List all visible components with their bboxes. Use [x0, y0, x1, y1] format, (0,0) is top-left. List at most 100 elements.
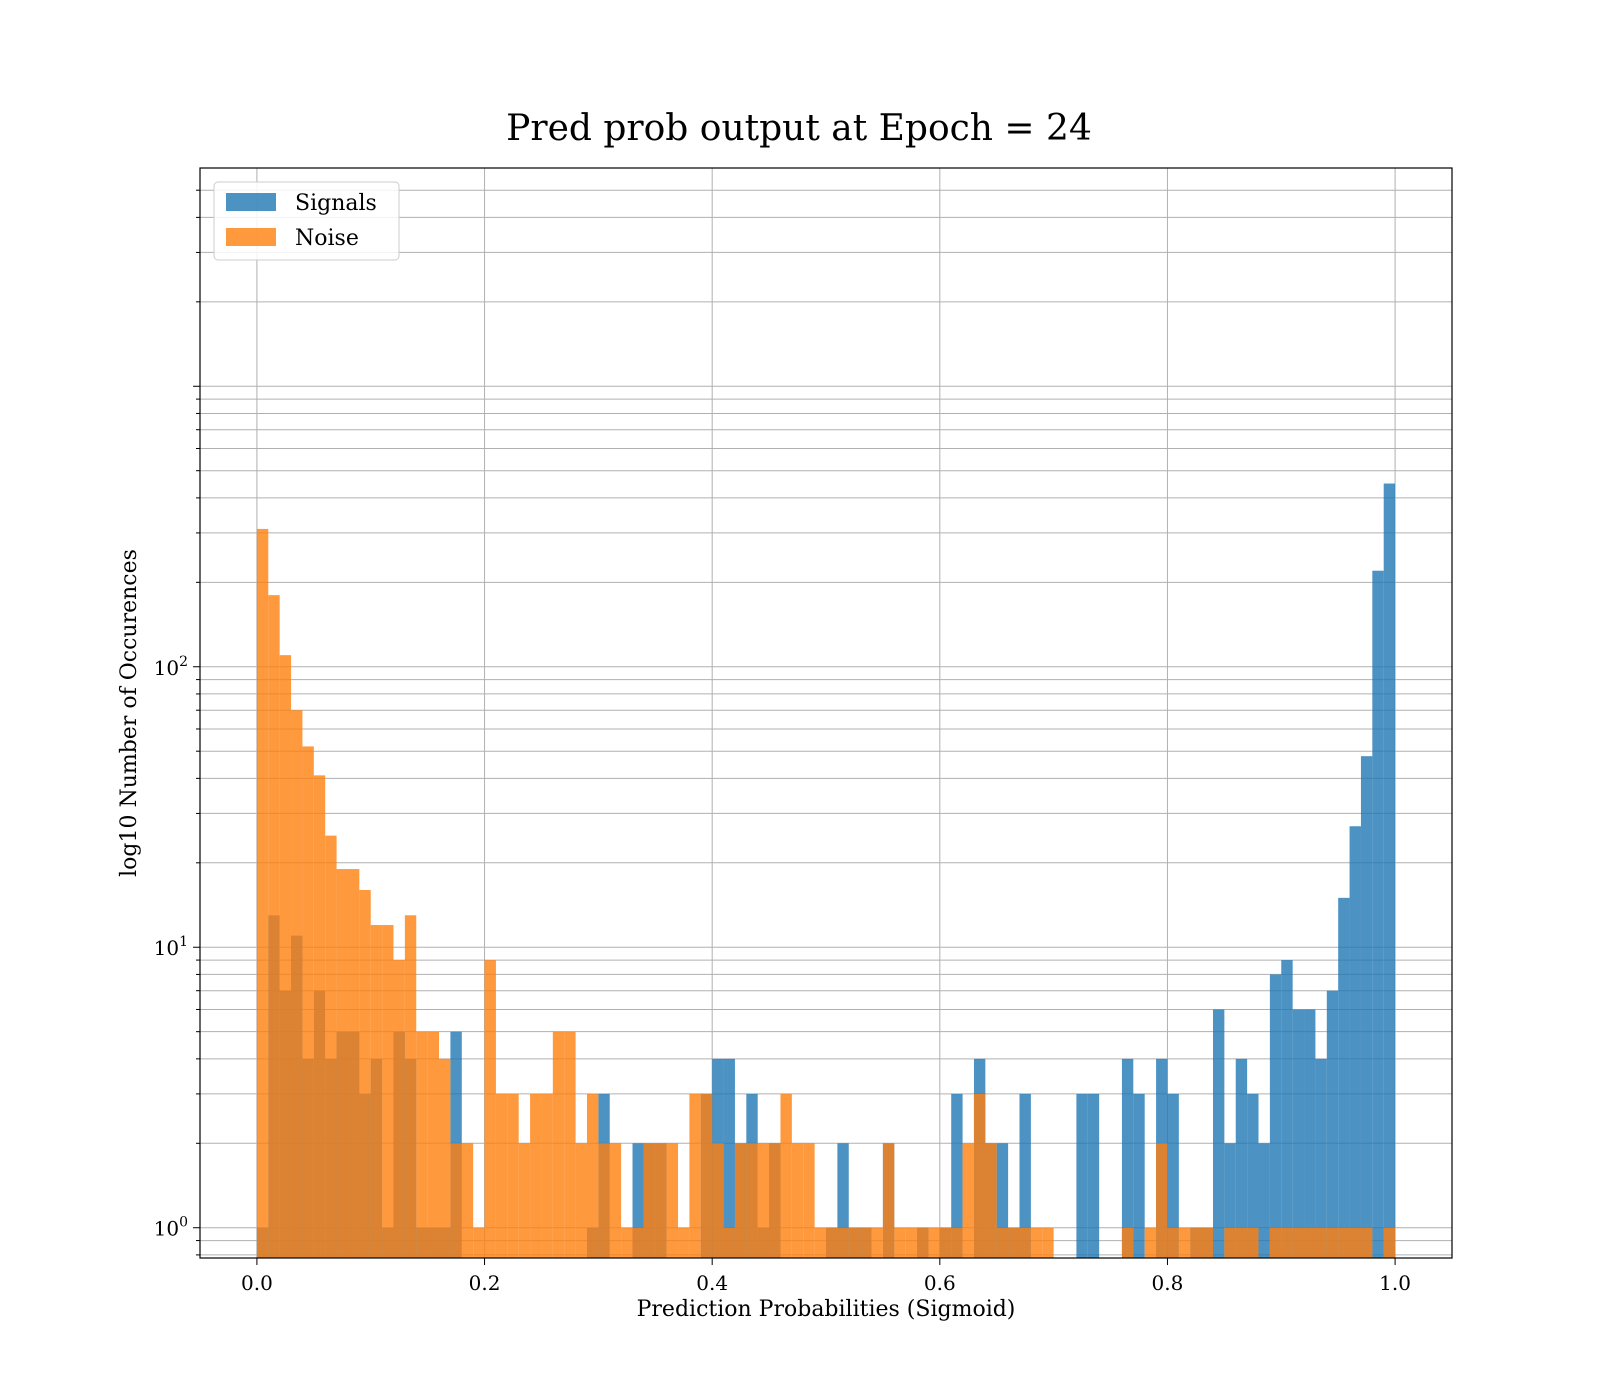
bar-signals: [1019, 1093, 1031, 1258]
legend-label-noise: Noise: [295, 226, 359, 251]
bar-noise: [1326, 1227, 1339, 1258]
bar-noise: [291, 710, 303, 1258]
bar-noise: [848, 1227, 861, 1258]
bar-signals: [996, 1143, 1009, 1258]
bar-noise: [586, 1093, 599, 1258]
bar-noise: [1042, 1227, 1054, 1258]
bar-noise: [700, 1093, 713, 1258]
bar-noise: [723, 1227, 735, 1258]
bar-noise: [621, 1227, 633, 1258]
bar-noise: [734, 1143, 747, 1258]
bar-noise: [655, 1143, 667, 1258]
bar-noise: [1247, 1227, 1259, 1258]
y-tick-label: 102: [154, 654, 188, 680]
bar-noise: [1383, 1227, 1396, 1258]
bar-noise: [1281, 1227, 1293, 1258]
bar-noise: [951, 1227, 963, 1258]
bar-signals: [1224, 1143, 1236, 1258]
bar-noise: [1224, 1227, 1236, 1258]
bar-signals: [1349, 826, 1361, 1258]
bar-noise: [689, 1093, 701, 1258]
bar-noise: [461, 1143, 474, 1258]
bar-signals: [1121, 1058, 1134, 1258]
x-tick-label: 0.2: [469, 1271, 501, 1295]
x-tick-label: 0.0: [241, 1271, 273, 1295]
bar-noise: [347, 869, 360, 1258]
bar-noise: [928, 1227, 940, 1258]
bar-signals: [1235, 1058, 1248, 1258]
bar-noise: [712, 1143, 724, 1258]
bar-noise: [484, 960, 496, 1258]
bar-signals: [1304, 1009, 1316, 1258]
bar-noise: [905, 1227, 918, 1258]
bar-noise: [256, 528, 269, 1258]
bar-noise: [404, 915, 417, 1258]
bar-noise: [1201, 1227, 1213, 1258]
bar-signals: [1258, 1143, 1270, 1258]
bar-noise: [962, 1143, 974, 1258]
bar-signals: [1087, 1093, 1100, 1258]
bar-signals: [837, 1143, 849, 1258]
legend-swatch-signals: [226, 193, 276, 211]
bar-noise: [393, 960, 405, 1258]
bar-noise: [598, 1143, 610, 1258]
bar-noise: [564, 1031, 576, 1258]
x-tick-label: 0.4: [696, 1271, 728, 1295]
legend-label-signals: Signals: [295, 191, 377, 216]
bar-noise: [359, 889, 371, 1258]
bar-noise: [302, 746, 314, 1258]
bar-noise: [518, 1143, 531, 1258]
bar-noise: [632, 1227, 644, 1258]
bar-noise: [917, 1227, 929, 1258]
bar-noise: [973, 1093, 986, 1258]
x-tick-label: 0.8: [1152, 1271, 1184, 1295]
bar-noise: [1349, 1227, 1361, 1258]
bar-noise: [996, 1227, 1009, 1258]
bar-noise: [1019, 1227, 1031, 1258]
bar-noise: [1156, 1143, 1168, 1258]
bar-signals: [1281, 960, 1293, 1258]
bar-noise: [495, 1093, 508, 1258]
bar-noise: [1235, 1227, 1248, 1258]
bar-noise: [279, 655, 292, 1258]
y-axis-label: log10 Number of Occurences: [117, 549, 142, 877]
y-tick-label: 100: [154, 1215, 188, 1241]
bars: [256, 483, 1396, 1258]
bar-noise: [575, 1143, 587, 1258]
bar-signals: [951, 1093, 963, 1258]
bar-noise: [860, 1227, 872, 1258]
bar-noise: [370, 925, 383, 1258]
y-tick-label: 101: [154, 934, 188, 960]
bar-noise: [325, 835, 337, 1258]
bar-noise: [552, 1031, 565, 1258]
bar-noise: [666, 1143, 679, 1258]
bar-noise: [939, 1227, 952, 1258]
bar-noise: [609, 1143, 622, 1258]
bar-signals: [1315, 1058, 1327, 1258]
bar-noise: [837, 1227, 849, 1258]
y-ticks: 100 101 102: [154, 189, 200, 1256]
bar-noise: [871, 1227, 883, 1258]
bar-noise: [1144, 1227, 1157, 1258]
bar-signals: [1292, 1009, 1305, 1258]
bar-noise: [757, 1143, 770, 1258]
bar-noise: [507, 1093, 519, 1258]
bar-noise: [746, 1143, 758, 1258]
bar-noise: [416, 1031, 428, 1258]
bar-signals: [1269, 974, 1282, 1258]
bar-noise: [791, 1143, 804, 1258]
bar-signals: [1247, 1093, 1259, 1258]
bar-noise: [1121, 1227, 1134, 1258]
x-tick-label: 1.0: [1379, 1271, 1411, 1295]
x-ticks: 0.0 0.2 0.4 0.6 0.8 1.0: [241, 1258, 1411, 1295]
legend: Signals Noise: [213, 181, 400, 261]
bar-noise: [769, 1143, 781, 1258]
bar-noise: [1360, 1227, 1373, 1258]
bar-noise: [1190, 1227, 1202, 1258]
bar-noise: [826, 1227, 838, 1258]
bar-noise: [780, 1093, 792, 1258]
bar-signals: [632, 1143, 644, 1258]
bar-noise: [678, 1227, 690, 1258]
bar-noise: [1030, 1227, 1043, 1258]
bar-noise: [1008, 1227, 1020, 1258]
